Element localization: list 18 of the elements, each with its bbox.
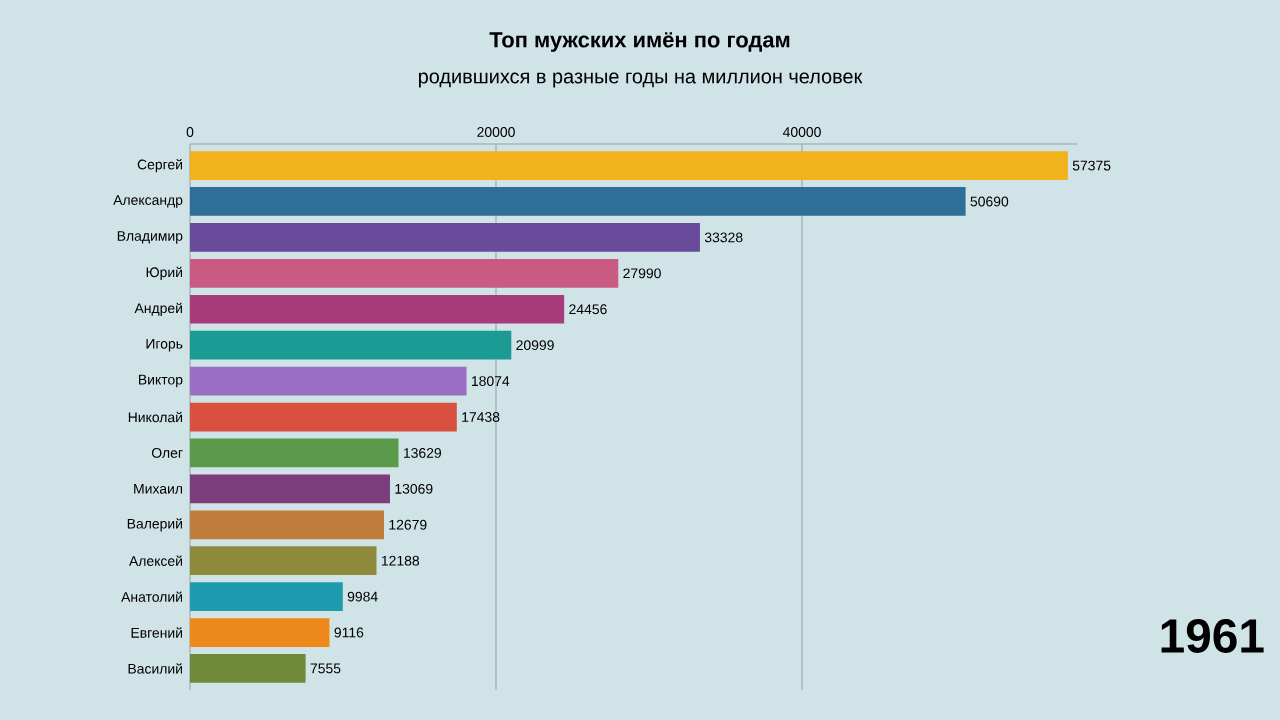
bar xyxy=(190,582,343,611)
bar xyxy=(190,223,700,252)
bar xyxy=(190,366,467,396)
bar xyxy=(190,654,306,683)
chart-subtitle: родившихся в разные годы на миллион человек xyxy=(418,72,863,88)
bar xyxy=(190,438,399,468)
bar xyxy=(190,151,1068,180)
bar xyxy=(190,187,966,216)
bar xyxy=(190,294,565,324)
bar xyxy=(190,402,457,432)
bar xyxy=(190,258,619,288)
text: 1961 xyxy=(1161,619,1264,653)
bar xyxy=(190,474,390,504)
bar xyxy=(190,330,512,360)
chart-title: Топ мужских имён по годам xyxy=(489,32,790,52)
bar xyxy=(190,510,384,540)
bar xyxy=(190,618,330,647)
bar xyxy=(190,546,377,576)
